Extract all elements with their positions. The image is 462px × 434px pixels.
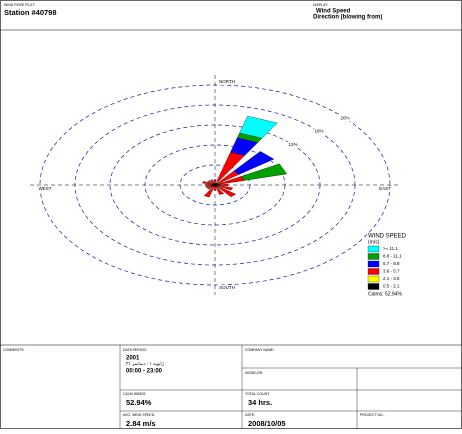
- legend-label: 3.6 - 5.7: [383, 269, 400, 274]
- calms: Calms: 52.94%: [368, 291, 402, 297]
- compass-label: SOUTH: [219, 285, 235, 290]
- calm: 52.94%: [126, 398, 152, 407]
- modeler-label: MODELER:: [245, 371, 263, 375]
- legend-label: 0.5 - 2.1: [383, 284, 400, 289]
- compass-label: EAST: [379, 186, 391, 191]
- period-label: DATA PERIOD:: [123, 348, 147, 352]
- date: 2008/10/05: [248, 419, 286, 428]
- calm-label: CALM WINDS:: [123, 392, 146, 396]
- legend-label: >= 11.1: [383, 246, 398, 251]
- avg-label: AVG. WIND SPEED:: [123, 413, 155, 417]
- count-label: TOTAL COUNT:: [245, 392, 270, 396]
- legend-swatch: [368, 276, 379, 282]
- legend-label: 8.8 - 11.1: [383, 254, 402, 259]
- display-label: DISPLAY:: [313, 3, 328, 7]
- legend-label: 5.7 - 8.8: [383, 261, 400, 266]
- comments-label: COMMENTS:: [3, 348, 24, 352]
- date-label: DATE:: [245, 413, 255, 417]
- plot-label: WIND ROSE PLOT:: [4, 3, 35, 7]
- company-label: COMPANY NAME:: [245, 348, 274, 352]
- project-label: PROJECT NO.:: [360, 413, 384, 417]
- station: Station #40798: [4, 8, 57, 17]
- legend-label: 2.1 - 3.6: [383, 276, 400, 281]
- legend-swatch: [368, 284, 379, 290]
- compass-label: WEST: [39, 186, 52, 191]
- period-dates: ژانویه ۱ - دسامبر ۳۱: [126, 361, 165, 367]
- legend-swatch: [368, 254, 379, 260]
- legend-swatch: [368, 269, 379, 275]
- avg: 2.84 m/s: [126, 419, 156, 428]
- legend-swatch: [368, 261, 379, 267]
- count: 34 hrs.: [248, 398, 272, 407]
- ring-label: 12%: [289, 142, 298, 147]
- direction: Direction (blowing from): [313, 15, 382, 21]
- period-hours: 00:00 - 23:00: [126, 369, 163, 375]
- legend-swatch: [368, 246, 379, 252]
- ring-label: 20%: [341, 115, 350, 120]
- compass-label: NORTH: [219, 79, 235, 84]
- legend-unit: (m/s): [368, 239, 380, 245]
- footer-table: COMMENTS: DATA PERIOD: 2001 ژانویه ۱ - د…: [0, 345, 462, 429]
- ring-label: 16%: [315, 129, 324, 134]
